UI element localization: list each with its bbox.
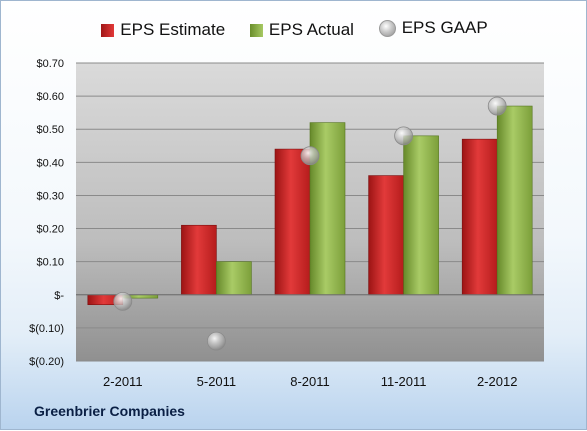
legend-label-gaap: EPS GAAP xyxy=(401,18,488,37)
x-tick-label: 11-2011 xyxy=(381,374,427,389)
legend-label-actual: EPS Actual xyxy=(268,20,354,39)
y-tick-label: $0.30 xyxy=(36,190,64,202)
y-tick-label: $0.40 xyxy=(36,157,64,169)
legend-label-estimate: EPS Estimate xyxy=(120,20,226,39)
y-tick-label: $0.10 xyxy=(36,257,64,269)
y-tick-label: $(0.10) xyxy=(29,323,64,335)
y-tick-label: $0.20 xyxy=(36,224,64,236)
bar-eps-actual xyxy=(216,261,252,296)
marker-eps-gaap xyxy=(487,96,507,116)
bar-eps-estimate xyxy=(461,138,498,296)
x-tick-label: 8-2011 xyxy=(290,374,330,389)
y-tick-label: $0.70 xyxy=(36,58,64,70)
bar-eps-estimate xyxy=(274,148,311,296)
x-tick-label: 2-2012 xyxy=(477,374,517,389)
legend: EPS Estimate EPS Actual EPS GAAP xyxy=(1,18,587,42)
legend-marker-gaap xyxy=(378,19,396,37)
legend-item-actual: EPS Actual xyxy=(249,20,354,40)
marker-eps-gaap xyxy=(113,291,133,311)
marker-eps-gaap xyxy=(394,126,414,146)
bar-eps-estimate xyxy=(181,224,217,296)
bar-eps-actual xyxy=(496,105,533,296)
marker-eps-gaap xyxy=(206,331,226,351)
marker-eps-gaap xyxy=(300,146,320,166)
legend-swatch-actual xyxy=(249,23,263,37)
x-tick-label: 5-2011 xyxy=(197,374,237,389)
company-name: Greenbrier Companies xyxy=(34,403,185,419)
bar-eps-estimate xyxy=(368,175,404,296)
y-tick-label: $- xyxy=(54,290,64,302)
legend-item-gaap: EPS GAAP xyxy=(378,18,488,38)
x-tick-label: 2-2011 xyxy=(103,374,143,389)
y-tick-label: $(0.20) xyxy=(29,356,64,368)
bar-eps-actual xyxy=(403,135,439,296)
legend-item-estimate: EPS Estimate xyxy=(101,20,225,40)
legend-swatch-estimate xyxy=(101,23,115,37)
y-tick-label: $0.50 xyxy=(36,124,64,136)
y-tick-label: $0.60 xyxy=(36,91,64,103)
